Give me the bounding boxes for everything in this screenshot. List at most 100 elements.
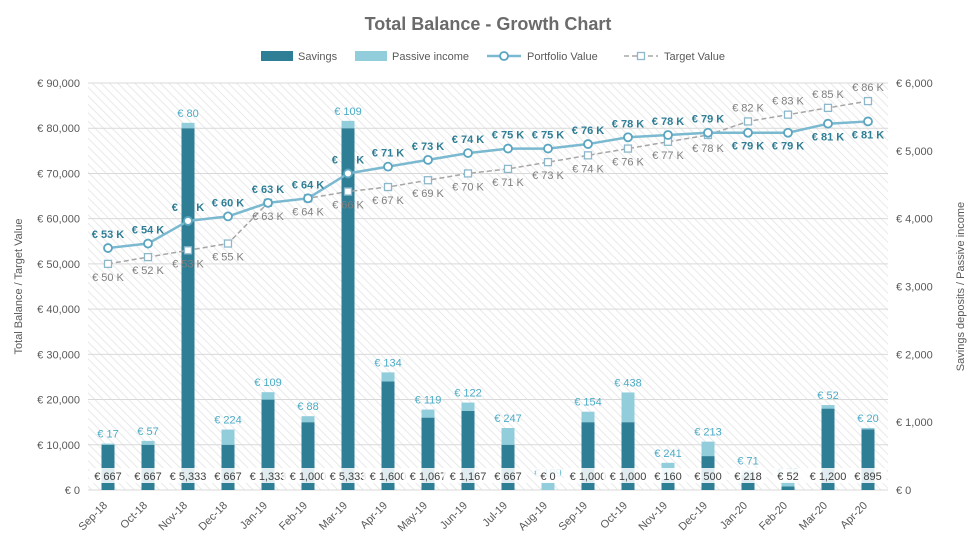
portfolio-value-point — [103, 243, 113, 253]
portfolio-value-label: € 54 K — [132, 225, 164, 237]
savings-bar — [381, 381, 395, 490]
savings-bar — [141, 444, 155, 490]
target-value-label: € 76 K — [612, 157, 644, 169]
x-tick-label: Nov-19 — [637, 500, 671, 534]
passive-income-bar — [821, 405, 835, 409]
portfolio-value-label: € 70 K — [332, 154, 364, 166]
passive-income-bar — [781, 481, 795, 487]
legend-swatch-passive-income — [355, 51, 387, 61]
left-tick-label: € 0 — [65, 485, 80, 497]
savings-label: € 500 — [694, 471, 722, 483]
target-value-point — [623, 144, 633, 153]
portfolio-value-label: € 64 K — [292, 179, 324, 191]
target-value-point — [543, 157, 553, 167]
target-value-label: € 83 K — [772, 96, 804, 108]
savings-label: € 1,200 — [810, 471, 847, 483]
passive-income-bar — [341, 120, 355, 129]
savings-label-bg — [403, 468, 453, 483]
target-value-point — [383, 182, 393, 192]
savings-label-bg — [849, 468, 887, 483]
left-tick-label: € 50,000 — [37, 259, 80, 271]
x-tick-label: Apr-20 — [838, 500, 870, 532]
x-tick-label: Jan-19 — [238, 500, 270, 532]
portfolio-value-label: € 74 K — [452, 134, 484, 146]
portfolio-value-point — [183, 216, 193, 226]
portfolio-value-point — [663, 130, 673, 140]
target-value-point — [343, 187, 353, 196]
portfolio-value-point — [503, 143, 513, 154]
savings-label-bg — [209, 468, 247, 483]
portfolio-value-point — [143, 238, 153, 249]
plot-background — [88, 83, 888, 490]
legend-label-portfolio: Portfolio Value — [527, 51, 598, 63]
x-tick-label: May-19 — [396, 500, 430, 534]
x-tick-label: Nov-18 — [157, 500, 191, 534]
savings-bar — [501, 444, 515, 490]
passive-income-bar — [541, 482, 555, 490]
passive-income-label: € 247 — [494, 413, 522, 425]
portfolio-value-point — [823, 118, 833, 129]
savings-bar — [261, 399, 275, 490]
savings-label-bg — [443, 468, 493, 483]
portfolio-value-label: € 59 K — [172, 202, 204, 214]
target-value-label: € 70 K — [452, 181, 484, 193]
passive-income-bar — [181, 122, 195, 129]
passive-income-bar — [501, 428, 515, 445]
x-tick-label: Jul-19 — [480, 500, 510, 530]
x-tick-label: Aug-19 — [517, 500, 551, 534]
portfolio-value-label: € 60 K — [212, 197, 244, 209]
left-tick-label: € 80,000 — [37, 123, 80, 135]
passive-income-label: € 88 — [297, 401, 318, 413]
savings-label-bg — [129, 468, 167, 483]
savings-label: € 52 — [777, 471, 798, 483]
savings-label: € 1,167 — [450, 471, 487, 483]
savings-label-bg — [603, 468, 653, 483]
passive-income-label: € 17 — [97, 429, 118, 441]
passive-income-bar — [301, 416, 315, 423]
savings-label: € 1,333 — [250, 471, 287, 483]
legend-swatch-savings — [261, 51, 293, 61]
savings-bar — [661, 479, 675, 490]
passive-income-label: € 241 — [654, 448, 682, 460]
portfolio-value-point — [543, 143, 553, 154]
target-value-point — [143, 252, 153, 262]
passive-income-label: € 224 — [214, 415, 242, 427]
target-value-label: € 64 K — [292, 206, 324, 218]
savings-label: € 667 — [94, 471, 122, 483]
target-value-label: € 55 K — [212, 252, 244, 264]
passive-income-label: € 122 — [454, 388, 482, 400]
chart-title: Total Balance - Growth Chart — [365, 14, 612, 34]
portfolio-value-point — [583, 139, 593, 149]
right-tick-label: € 0 — [896, 485, 911, 497]
passive-income-label: € 119 — [415, 395, 442, 407]
savings-label: € 895 — [854, 471, 882, 483]
x-tick-label: Sep-18 — [77, 500, 111, 534]
left-tick-label: € 90,000 — [37, 78, 80, 90]
target-value-label: € 77 K — [652, 150, 684, 162]
portfolio-value-label: € 79 K — [732, 141, 764, 153]
passive-income-bar — [261, 392, 275, 400]
passive-income-label: € 20 — [857, 413, 878, 425]
target-value-label: € 66 K — [332, 200, 364, 212]
target-value-point — [823, 103, 833, 113]
portfolio-value-point — [423, 154, 433, 165]
passive-income-label: € 52 — [817, 390, 838, 402]
passive-income-bar — [421, 409, 435, 418]
portfolio-value-label: € 81 K — [812, 132, 844, 144]
target-value-label: € 82 K — [732, 102, 764, 114]
target-value-label: € 63 K — [252, 211, 284, 223]
passive-income-bar — [581, 411, 595, 423]
savings-label-bg — [323, 468, 373, 483]
target-value-label: € 53 K — [172, 258, 204, 270]
right-tick-label: € 5,000 — [896, 146, 933, 158]
target-value-point — [743, 117, 753, 126]
portfolio-value-label: € 75 K — [532, 130, 564, 142]
passive-income-label: € 109 — [334, 106, 362, 118]
passive-income-label: € 154 — [574, 397, 602, 409]
savings-bar — [101, 444, 115, 490]
portfolio-value-label: € 71 K — [372, 148, 404, 160]
passive-income-label: € 438 — [614, 377, 642, 389]
target-value-label: € 52 K — [132, 265, 164, 277]
passive-income-label: € 80 — [177, 108, 198, 120]
